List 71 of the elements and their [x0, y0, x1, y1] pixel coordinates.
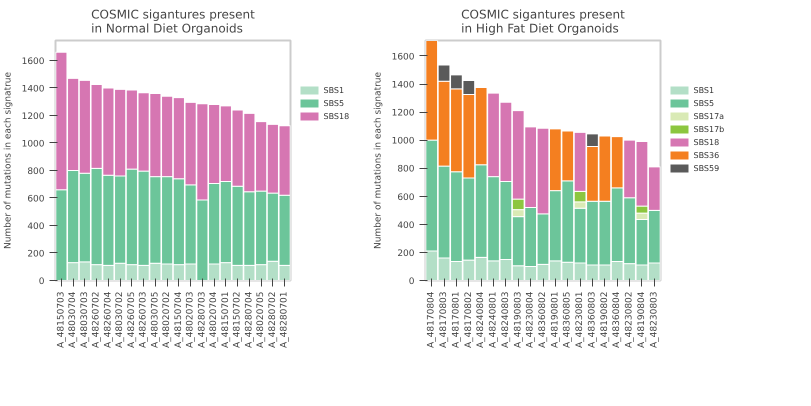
- chart-title: COSMIC sigantures present in High Fat Diet Organoids: [461, 8, 626, 36]
- x-tick-label: A_48280704: [244, 291, 254, 348]
- y-tick-label: 1200: [22, 112, 45, 122]
- x-tick-label: A_48190804: [636, 291, 647, 348]
- x-tick-label: A_48030702: [115, 291, 126, 348]
- x-tick-label: A_48170803: [439, 291, 450, 348]
- y-tick-label: 0: [38, 277, 45, 287]
- x-tick-label: A_48190801: [550, 291, 560, 348]
- x-tick-label: A_48280701: [280, 291, 290, 348]
- y-tick-label: 1000: [392, 136, 415, 147]
- x-tick-label: A_48020702: [162, 291, 172, 348]
- legend-label: SBS36: [694, 151, 720, 160]
- y-tick-label: 800: [27, 166, 45, 177]
- x-tick-label: A_48240804: [476, 291, 486, 348]
- x-tick-label: A_48190803: [513, 291, 524, 348]
- x-tick-label: A_48230803: [649, 291, 660, 348]
- y-axis-title: Number of mutations in each signatrue: [4, 72, 14, 250]
- x-tick-label: A_48150702: [232, 291, 243, 348]
- x-tick-label: A_48260704: [103, 291, 114, 348]
- x-tick-label: A_48260702: [92, 291, 102, 348]
- legend-label: SBS17b: [694, 125, 724, 134]
- x-tick-label: A_48360803: [587, 291, 598, 348]
- y-tick-label: 1200: [392, 108, 415, 119]
- legend-label: SBS18: [324, 112, 350, 121]
- x-tick-label: A_48260705: [126, 291, 137, 348]
- x-tick-label: A_48150701: [220, 291, 231, 348]
- x-tick-label: A_48030704: [68, 291, 78, 348]
- x-tick-label: A_48360805: [562, 291, 573, 348]
- y-tick-label: 1600: [22, 56, 45, 67]
- y-tick-label: 600: [27, 194, 45, 204]
- x-tick-label: A_48240803: [500, 291, 511, 348]
- y-tick-label: 800: [397, 164, 415, 175]
- x-tick-label: A_48260703: [138, 291, 149, 348]
- x-tick-label: A_48230802: [624, 291, 635, 348]
- x-tick-label: A_48020703: [186, 291, 196, 348]
- x-tick-label: A_48360802: [538, 291, 548, 348]
- y-tick-label: 200: [397, 248, 415, 259]
- x-tick-label: A_48280702: [268, 291, 278, 348]
- legend-label: SBS59: [694, 164, 720, 173]
- y-tick-label: 0: [408, 277, 415, 287]
- x-tick-label: A_48170801: [451, 291, 462, 348]
- y-axis-title: Number of mutations in each signatrue: [374, 72, 384, 250]
- legend-label: SBS5: [694, 99, 714, 108]
- legend-label: SBS5: [324, 99, 344, 108]
- y-tick-label: 400: [397, 220, 415, 231]
- x-tick-label: A_48170802: [464, 291, 474, 348]
- y-tick-label: 200: [27, 249, 45, 260]
- x-tick-label: A_48230804: [526, 291, 536, 348]
- x-tick-label: A_48280703: [197, 291, 208, 348]
- x-tick-label: A_48020704: [209, 291, 220, 348]
- x-tick-label: A_48020705: [256, 291, 266, 348]
- x-tick-label: A_48360804: [612, 291, 622, 348]
- x-tick-label: A_48030705: [150, 291, 160, 348]
- x-tick-label: A_48240801: [488, 291, 499, 348]
- chart-title: COSMIC sigantures present in Normal Diet Organoids: [91, 8, 256, 36]
- legend-label: SBS1: [324, 86, 344, 95]
- legend-label: SBS1: [694, 86, 714, 95]
- legend-label: SBS18: [694, 138, 720, 147]
- x-tick-label: A_48170804: [426, 291, 437, 348]
- y-tick-label: 600: [397, 192, 415, 203]
- x-tick-label: A_48030703: [80, 291, 90, 348]
- x-tick-label: A_48150703: [56, 291, 66, 348]
- y-tick-label: 1400: [22, 84, 45, 94]
- x-tick-label: A_48150704: [174, 291, 184, 348]
- y-tick-label: 1000: [22, 139, 45, 150]
- y-tick-label: 400: [27, 222, 45, 232]
- x-tick-label: A_48190802: [600, 291, 610, 348]
- legend-label: SBS17a: [694, 112, 724, 121]
- x-tick-label: A_48230801: [575, 291, 586, 348]
- y-tick-label: 1400: [392, 80, 415, 91]
- y-tick-label: 1600: [392, 52, 415, 62]
